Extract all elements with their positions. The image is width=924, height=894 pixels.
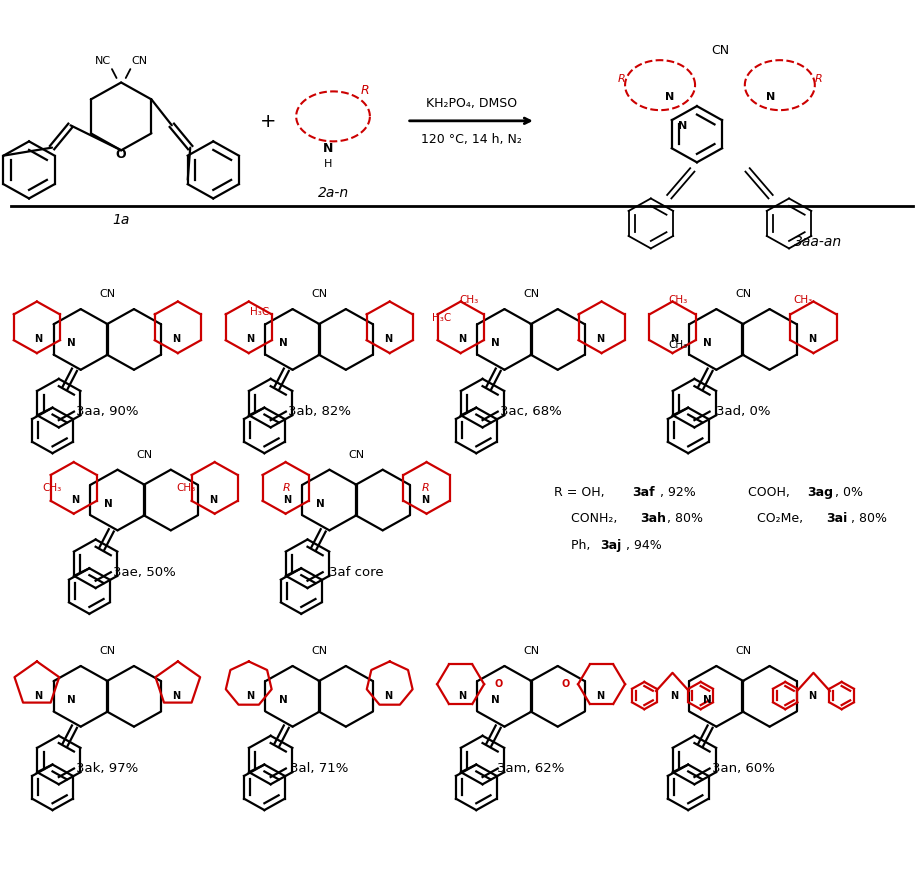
Text: CH₃: CH₃ [669,340,688,350]
Text: CH₃: CH₃ [669,295,688,305]
Text: , 80%: , 80% [851,511,887,525]
Text: H₃C: H₃C [432,313,451,323]
Text: CN: CN [348,449,364,460]
Text: 3am, 62%: 3am, 62% [497,762,565,774]
Text: CH₃: CH₃ [793,295,812,305]
Text: 120 °C, 14 h, N₂: 120 °C, 14 h, N₂ [420,133,522,146]
Text: N: N [670,333,678,343]
Text: CH₃: CH₃ [460,295,479,305]
Text: R: R [617,74,626,84]
Text: 3ag: 3ag [808,485,833,498]
Text: N: N [458,690,467,700]
Text: CONH₂,: CONH₂, [571,511,621,525]
Text: N: N [34,333,43,343]
Text: N: N [670,690,678,700]
Text: O: O [494,679,503,688]
Text: N: N [678,122,687,131]
Text: N: N [323,142,334,155]
Text: N: N [458,333,467,343]
Text: N: N [702,338,711,348]
Text: N: N [702,695,711,704]
Text: R: R [421,482,429,492]
Text: CO₂Me,: CO₂Me, [757,511,807,525]
Text: +: + [261,113,277,131]
Text: N: N [283,494,291,504]
Text: N: N [316,499,324,509]
Text: CN: CN [311,645,327,655]
Text: R: R [361,84,370,97]
Text: CN: CN [735,289,751,299]
Text: , 94%: , 94% [626,538,662,552]
Text: N: N [67,695,76,704]
Text: N: N [664,92,674,102]
Text: R: R [283,482,291,492]
Text: CN: CN [523,645,540,655]
Text: CH₃: CH₃ [43,482,62,492]
Text: N: N [172,333,180,343]
Text: R: R [815,74,822,84]
Text: N: N [172,690,180,700]
Text: CN: CN [99,645,116,655]
Text: 3an, 60%: 3an, 60% [711,762,774,774]
Text: N: N [67,338,76,348]
Text: N: N [421,494,429,504]
Text: CN: CN [311,289,327,299]
Text: CH₃: CH₃ [176,482,195,492]
Text: N: N [34,690,43,700]
Text: N: N [596,333,604,343]
Text: CN: CN [136,449,152,460]
Text: N: N [808,690,816,700]
Text: N: N [279,338,287,348]
Text: R = OH,: R = OH, [554,485,609,498]
Text: H₃C: H₃C [249,307,269,316]
Text: 1a: 1a [113,213,130,227]
Text: 3aa, 90%: 3aa, 90% [76,405,139,417]
Text: 3af core: 3af core [329,565,383,578]
Text: 3ae, 50%: 3ae, 50% [113,565,176,578]
Text: 3ac, 68%: 3ac, 68% [500,405,562,417]
Text: CN: CN [523,289,540,299]
Text: 3ak, 97%: 3ak, 97% [76,762,139,774]
Text: O: O [561,679,569,688]
Text: N: N [246,690,254,700]
Text: , 0%: , 0% [835,485,863,498]
Text: 2a-n: 2a-n [318,186,348,200]
Text: 3ad, 0%: 3ad, 0% [716,405,771,417]
Text: Ph,: Ph, [571,538,594,552]
Text: 3aa-an: 3aa-an [794,235,842,249]
Text: N: N [246,333,254,343]
Text: COOH,: COOH, [748,485,794,498]
Text: CN: CN [735,645,751,655]
Text: NC: NC [94,56,111,66]
Text: CN: CN [99,289,116,299]
Text: 3al, 71%: 3al, 71% [290,762,348,774]
Text: N: N [209,494,217,504]
Text: O: O [116,148,127,161]
Text: N: N [491,695,500,704]
Text: N: N [491,338,500,348]
Text: N: N [384,333,392,343]
Text: 3ai: 3ai [826,511,847,525]
Text: KH₂PO₄, DMSO: KH₂PO₄, DMSO [426,97,517,110]
Text: N: N [766,92,775,102]
Text: N: N [384,690,392,700]
Text: CN: CN [711,44,729,57]
Text: N: N [71,494,79,504]
Text: 3ab, 82%: 3ab, 82% [287,405,351,417]
Text: N: N [808,333,816,343]
Text: , 80%: , 80% [667,511,703,525]
Text: 3af: 3af [632,485,655,498]
Text: 3ah: 3ah [639,511,666,525]
Text: 3aj: 3aj [601,538,622,552]
Text: CN: CN [131,56,148,66]
Text: N: N [596,690,604,700]
Text: N: N [103,499,113,509]
Text: H: H [324,158,333,169]
Text: , 92%: , 92% [660,485,696,498]
Text: N: N [279,695,287,704]
